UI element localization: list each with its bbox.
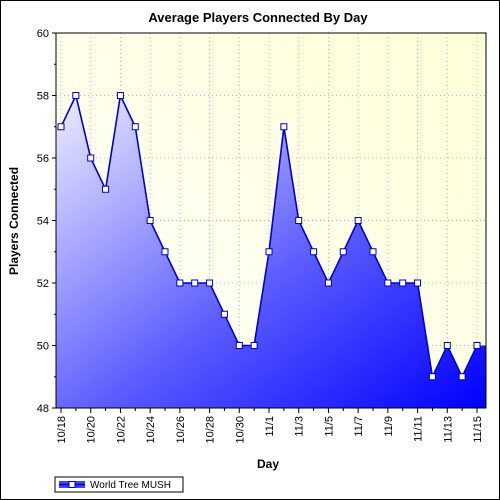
data-markers xyxy=(57,92,481,381)
data-point xyxy=(116,92,124,99)
x-tick-label: 11/11 xyxy=(413,416,425,442)
x-tick-label: 11/15 xyxy=(472,416,484,443)
data-point xyxy=(57,123,65,131)
x-tick-label: 10/24 xyxy=(145,416,157,444)
data-point xyxy=(206,279,214,287)
data-point xyxy=(458,373,466,381)
x-axis-label: Day xyxy=(257,457,279,471)
y-tick-label: 58 xyxy=(37,91,49,103)
data-point xyxy=(161,248,169,256)
chart-title: Average Players Connected By Day xyxy=(148,10,368,25)
y-axis-ticks: 48 50 52 54 56 58 60 xyxy=(37,28,56,415)
data-point xyxy=(339,248,347,256)
x-tick-label: 10/22 xyxy=(115,416,127,444)
y-tick-label: 48 xyxy=(37,403,49,415)
x-tick-label: 11/9 xyxy=(383,416,395,437)
data-point xyxy=(72,92,80,99)
data-point xyxy=(220,310,228,318)
x-tick-label: 10/18 xyxy=(56,416,68,444)
x-tick-label: 10/20 xyxy=(86,416,98,444)
y-tick-label: 54 xyxy=(37,216,49,228)
x-tick-label: 10/28 xyxy=(205,416,217,444)
data-point xyxy=(87,154,95,162)
data-point xyxy=(414,279,422,287)
data-point xyxy=(146,217,154,224)
legend: World Tree MUSH xyxy=(54,476,184,493)
legend-marker xyxy=(68,481,76,488)
data-point xyxy=(102,185,110,193)
data-point xyxy=(384,279,392,287)
y-tick-label: 60 xyxy=(37,28,49,40)
x-tick-label: 10/26 xyxy=(175,416,187,444)
x-tick-label: 11/5 xyxy=(323,416,335,437)
data-point xyxy=(310,248,318,256)
legend-label: World Tree MUSH xyxy=(90,480,171,491)
y-tick-label: 56 xyxy=(37,153,49,165)
data-point xyxy=(265,248,273,256)
data-point xyxy=(235,342,243,349)
data-point xyxy=(428,373,436,381)
y-tick-label: 50 xyxy=(37,341,49,353)
y-tick-label: 52 xyxy=(37,278,49,290)
legend-box xyxy=(54,476,184,493)
data-point xyxy=(354,217,362,224)
data-point xyxy=(131,123,139,131)
data-point xyxy=(250,342,258,349)
data-point xyxy=(369,248,377,256)
x-tick-label: 11/7 xyxy=(353,416,365,437)
x-tick-label: 11/3 xyxy=(294,416,306,437)
x-tick-label: 11/13 xyxy=(442,416,454,443)
x-tick-label: 11/1 xyxy=(264,416,276,437)
data-point xyxy=(191,279,199,287)
data-point xyxy=(280,123,288,131)
data-point xyxy=(399,279,407,287)
data-point xyxy=(324,279,332,287)
x-axis-ticks: 10/18 10/20 10/22 10/24 10/26 10/28 10/30 11/1 1… xyxy=(56,408,484,444)
x-tick-label: 10/30 xyxy=(234,416,246,444)
data-point xyxy=(473,342,481,349)
data-point xyxy=(443,342,451,349)
data-point xyxy=(295,217,303,224)
data-point xyxy=(176,279,184,287)
y-axis-label: Players Connected xyxy=(7,167,21,275)
